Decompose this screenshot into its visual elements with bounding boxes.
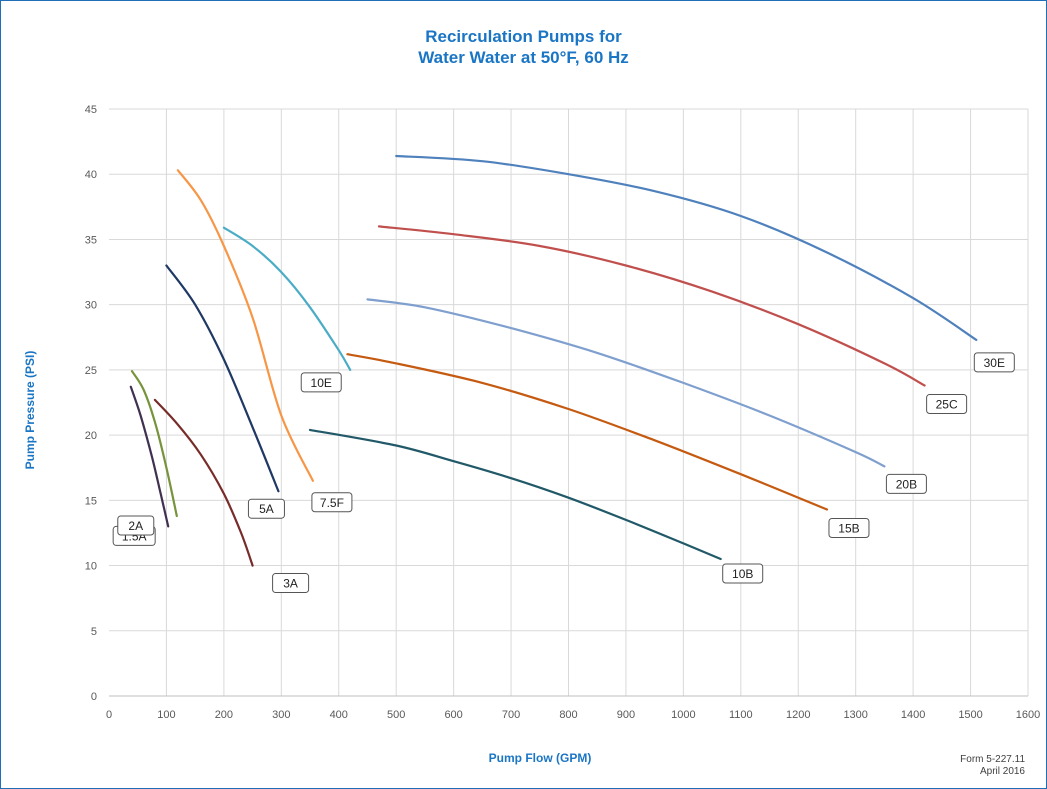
curve-label-box [117,515,155,536]
x-tick-label: 1400 [901,709,925,721]
curve-label: 2A [128,519,143,533]
curve-label-box [247,498,285,519]
curve-label: 3A [283,577,298,591]
chart-title: Recirculation Pumps for Water Water at 5… [0,26,1047,68]
x-tick-labels: 0 100 200 300 400 500 600 700 800 900 1000 1100 1200… [106,709,1040,721]
x-tick-label: 600 [444,709,462,721]
y-tick-label: 25 [85,365,97,377]
curve-label: 30E [984,356,1005,370]
y-tick-label: 0 [91,691,97,703]
x-tick-label: 300 [272,709,290,721]
curve-label-box [885,473,927,494]
x-axis-title: Pump Flow (GPM) [489,751,592,765]
x-tick-label: 700 [502,709,520,721]
y-tick-label: 5 [91,626,97,638]
curve-label-box [828,517,870,538]
x-tick-label: 1300 [843,709,867,721]
y-tick-label: 10 [85,561,97,573]
curve-label-box [973,352,1015,373]
curve-15b [346,353,829,511]
y-tick-label: 45 [85,104,97,116]
form-date: April 2016 [979,766,1025,777]
curve-3a [153,398,254,567]
x-tick-label: 900 [617,709,635,721]
x-tick-label: 0 [106,709,112,721]
chart-title-line2: Water Water at 50°F, 60 Hz [418,48,629,67]
y-tick-label: 20 [85,430,97,442]
curve-label-box [311,492,353,513]
x-tick-label: 1100 [729,709,753,721]
curve-label: 10B [732,567,753,581]
form-note: Form 5-227.11 April 2016 [960,754,1025,778]
curve-25c [377,225,926,387]
curve-10b [308,428,722,561]
y-axis-title: Pump Pressure (PSI) [23,351,37,470]
x-tick-label: 1600 [1016,709,1040,721]
x-tick-label: 1000 [671,709,695,721]
curve-label: 25C [936,398,958,412]
pump-curves [129,154,978,567]
x-tick-label: 100 [157,709,175,721]
curve-label-box [722,563,764,584]
chart-title-line1: Recirculation Pumps for [425,27,622,46]
curve-label: 10E [311,376,332,390]
curve-label: 7.5F [320,496,344,510]
y-tick-label: 30 [85,300,97,312]
y-tick-label: 40 [85,169,97,181]
y-tick-label: 35 [85,234,97,246]
curve-1-5a [129,385,170,528]
curve-label: 20B [896,477,917,491]
curve-label: 5A [259,502,274,516]
curve-30e [395,154,978,341]
curve-7-5f [176,169,314,482]
x-tick-label: 500 [387,709,405,721]
x-tick-label: 800 [559,709,577,721]
x-tick-label: 400 [330,709,348,721]
curve-label-box [272,573,310,594]
curve-label: 15B [838,521,859,535]
curve-20b [366,298,886,468]
gridlines [109,108,1029,696]
curve-2a [130,370,178,518]
curve-label-box [300,372,342,393]
y-tick-label: 15 [85,495,97,507]
curve-10e [222,226,352,371]
x-tick-label: 200 [215,709,233,721]
x-tick-label: 1200 [786,709,810,721]
curve-5a [165,264,280,493]
form-number: Form 5-227.11 [960,754,1025,765]
curve-label-box [926,394,968,415]
x-tick-label: 1500 [958,709,982,721]
y-tick-labels: 0 5 10 15 20 25 30 35 40 45 [85,104,97,703]
